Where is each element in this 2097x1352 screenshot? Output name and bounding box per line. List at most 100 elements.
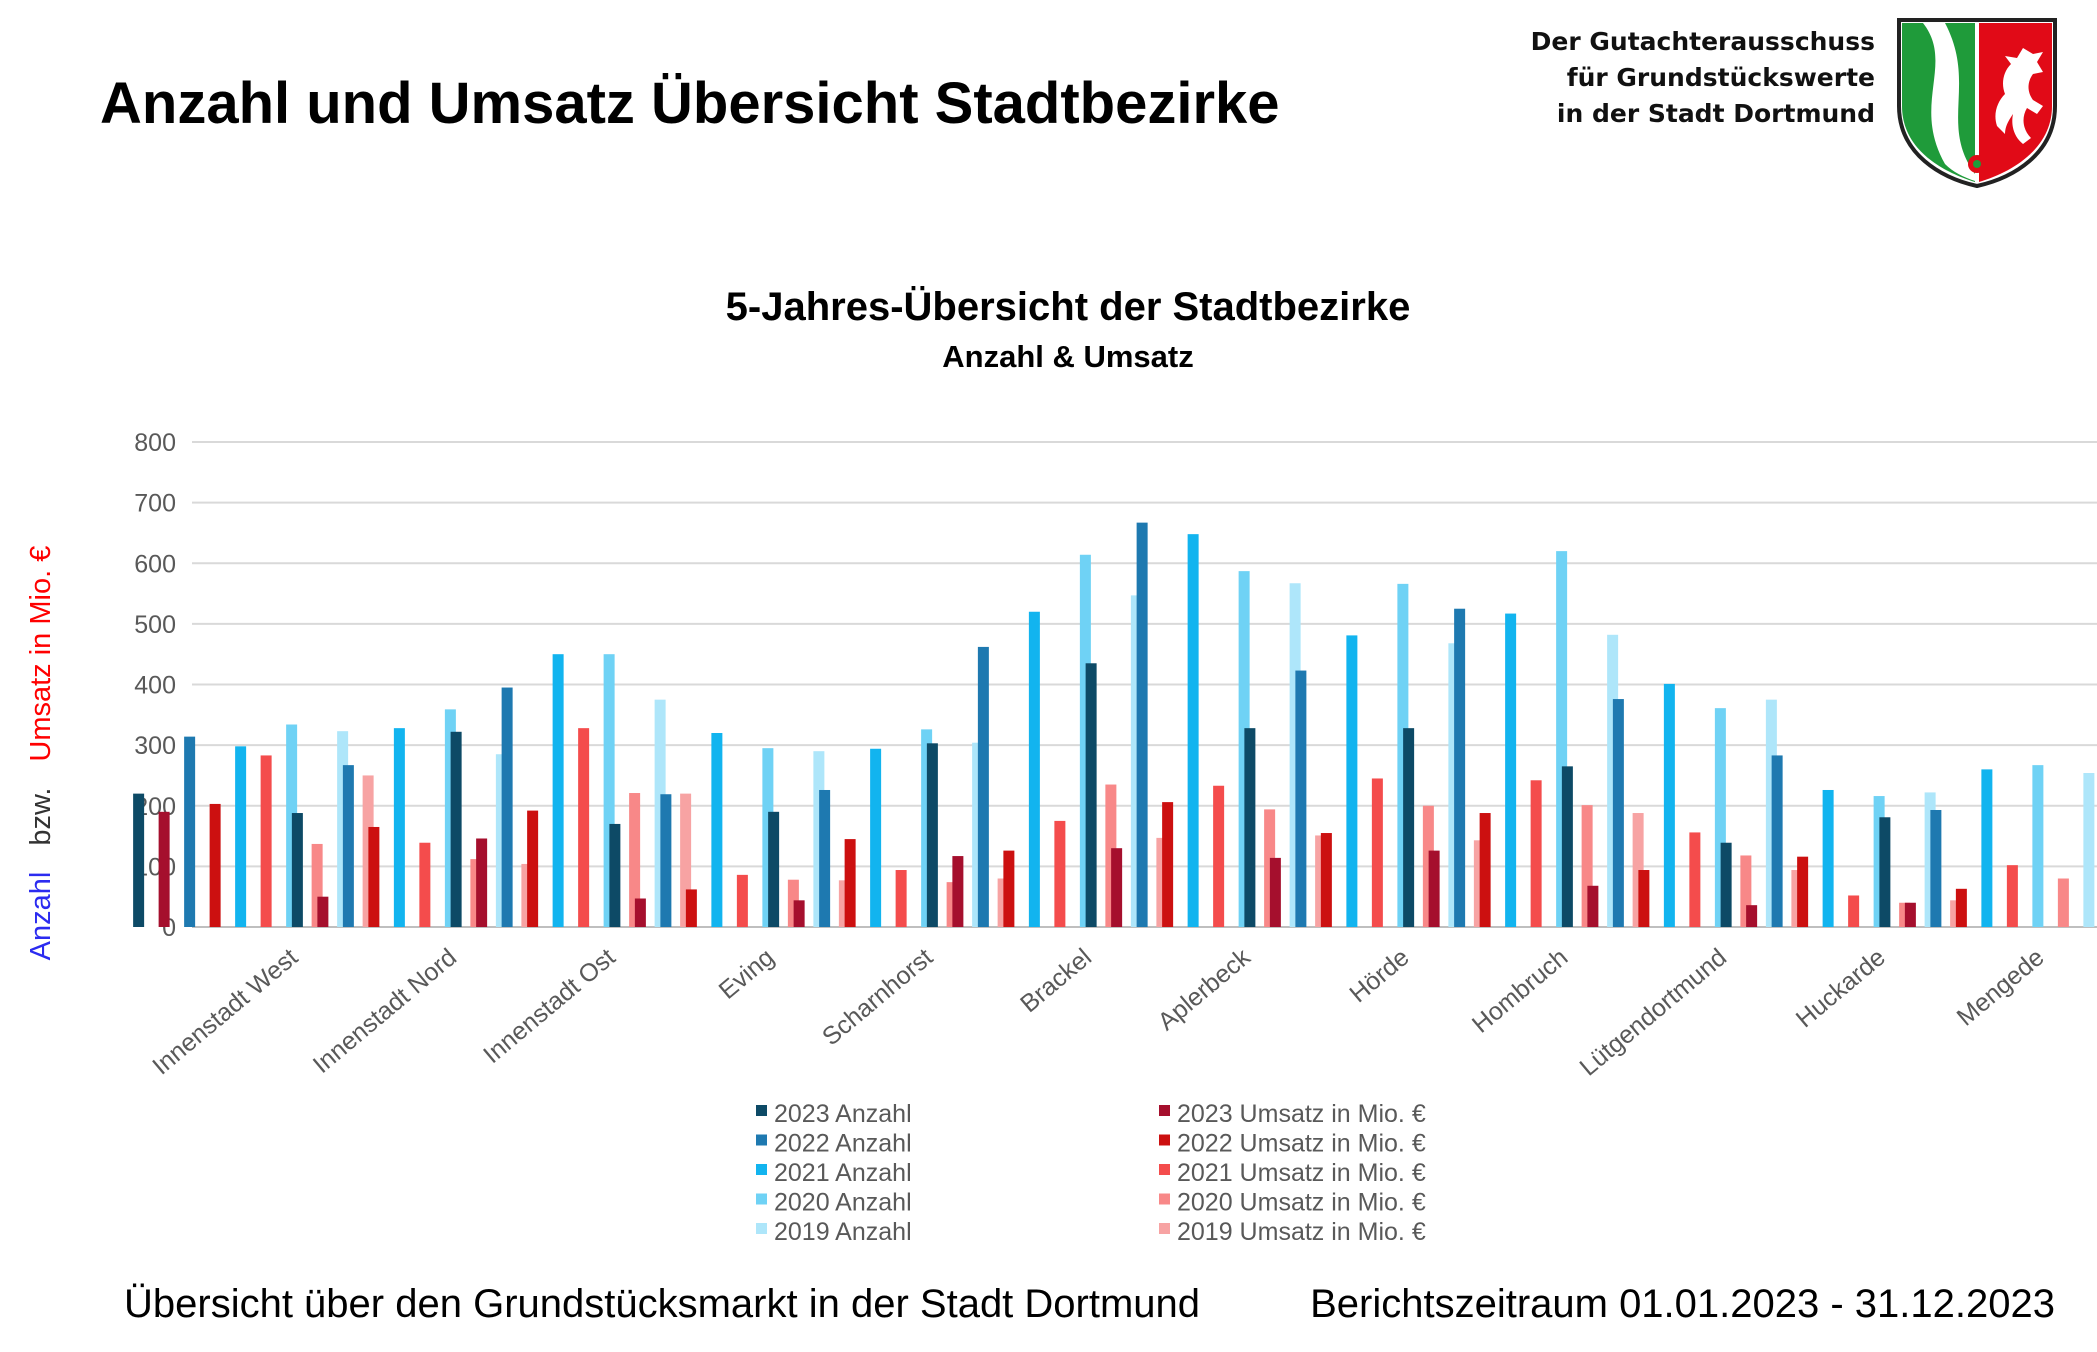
x-tick-label: Lütgendortmund: [1574, 943, 1731, 1081]
bar: [2083, 773, 2095, 927]
bar: [1397, 583, 1409, 927]
bar: [1950, 900, 1962, 927]
bar: [926, 743, 938, 927]
bar: [1428, 850, 1440, 927]
bar: [1587, 885, 1599, 927]
bar: [368, 826, 380, 927]
bar: [977, 646, 989, 927]
bar: [629, 793, 641, 927]
bar: [184, 736, 196, 927]
bar: [895, 870, 907, 927]
bar: [495, 754, 507, 927]
bar: [1879, 817, 1891, 927]
bar: [711, 733, 723, 927]
bar: [1111, 848, 1123, 927]
bar: [1561, 766, 1573, 927]
chart-subtitle: Anzahl & Umsatz: [942, 339, 1193, 374]
bar: [1244, 728, 1256, 927]
y-tick-label: 400: [134, 672, 176, 700]
bar: [972, 742, 984, 927]
bar: [838, 880, 850, 927]
bar: [685, 889, 697, 927]
bar: [291, 813, 303, 927]
bar: [787, 879, 799, 927]
bar: [1454, 608, 1466, 927]
bar: [1720, 842, 1732, 927]
bar: [1848, 895, 1860, 927]
legend-label: 2023 Anzahl: [774, 1100, 912, 1128]
bar: [634, 898, 646, 927]
bar: [1632, 813, 1644, 927]
bar: [1054, 820, 1066, 927]
bar: [1930, 809, 1942, 927]
footer-report-title: Übersicht über den Grundstücksmarkt in d…: [124, 1282, 1201, 1326]
bar: [1136, 522, 1148, 927]
legend-label: 2022 Umsatz in Mio. €: [1177, 1130, 1426, 1158]
bar: [1771, 755, 1783, 927]
bar: [1505, 613, 1517, 927]
bar: [1663, 683, 1675, 927]
y-tick-label: 300: [134, 732, 176, 760]
bar: [603, 654, 615, 927]
bar: [762, 748, 774, 927]
y-tick-label: 600: [134, 550, 176, 578]
bar: [819, 789, 831, 927]
bar: [1899, 902, 1911, 927]
bar: [260, 755, 272, 927]
bar: [1130, 595, 1142, 927]
bar: [1473, 840, 1485, 927]
bar: [997, 878, 1009, 927]
bar-chart: 5-Jahres-Übersicht der Stadtbezirke Anza…: [25, 284, 2097, 1246]
x-tick-label: Innenstadt Ost: [478, 943, 621, 1069]
bar: [1320, 833, 1332, 927]
bar: [1289, 583, 1301, 927]
bar: [793, 900, 805, 927]
legend-label: 2021 Anzahl: [774, 1159, 912, 1187]
bar: [1981, 769, 1993, 927]
bar: [1422, 805, 1434, 927]
bar: [311, 843, 323, 927]
bar: [2032, 765, 2044, 927]
legend-swatch: [1159, 1134, 1170, 1146]
bar: [209, 803, 221, 927]
bar: [1003, 850, 1015, 927]
legend-swatch: [756, 1164, 767, 1175]
bar: [337, 731, 349, 927]
legend-label: 2019 Anzahl: [774, 1218, 912, 1246]
y-tick-label: 700: [134, 490, 176, 518]
bar: [1213, 785, 1225, 927]
bar: [1346, 635, 1358, 927]
legend-label: 2022 Anzahl: [774, 1130, 912, 1158]
legend-label: 2023 Umsatz in Mio. €: [1177, 1100, 1426, 1128]
bar: [2006, 865, 2018, 927]
x-tick-label: Innenstadt Nord: [308, 943, 462, 1079]
bar: [1746, 905, 1758, 927]
bar: [1797, 856, 1809, 927]
bar: [1740, 855, 1752, 927]
bar: [1403, 728, 1415, 927]
bars: [133, 522, 2095, 927]
bar: [286, 724, 298, 927]
x-tick-label: Huckarde: [1791, 943, 1891, 1033]
bar: [578, 728, 590, 927]
organization-name: Der Gutachterausschuss für Grundstückswe…: [1531, 24, 1875, 132]
bar: [1264, 809, 1276, 927]
bar: [1479, 813, 1491, 927]
y-axis-label: Anzahl bzw. Umsatz in Mio. €: [25, 546, 57, 961]
org-line-2: für Grundstückswerte: [1566, 63, 1875, 92]
x-tick-label: Hombruch: [1467, 943, 1573, 1039]
bar: [1371, 778, 1383, 927]
legend-swatch: [1159, 1193, 1170, 1205]
bar: [235, 746, 247, 927]
x-tick-label: Eving: [714, 943, 780, 1005]
bar: [844, 839, 856, 927]
page-title: Anzahl und Umsatz Übersicht Stadtbezirke: [100, 71, 1280, 136]
bar: [1581, 805, 1593, 927]
x-tick-label: Mengede: [1952, 943, 2050, 1031]
y-axis-label-part: bzw.: [25, 788, 57, 846]
chart-title: 5-Jahres-Übersicht der Stadtbezirke: [726, 284, 1411, 329]
x-tick-label: Scharnhorst: [817, 943, 938, 1051]
bar: [1530, 780, 1542, 927]
bar: [552, 654, 564, 927]
bar: [1269, 857, 1281, 927]
